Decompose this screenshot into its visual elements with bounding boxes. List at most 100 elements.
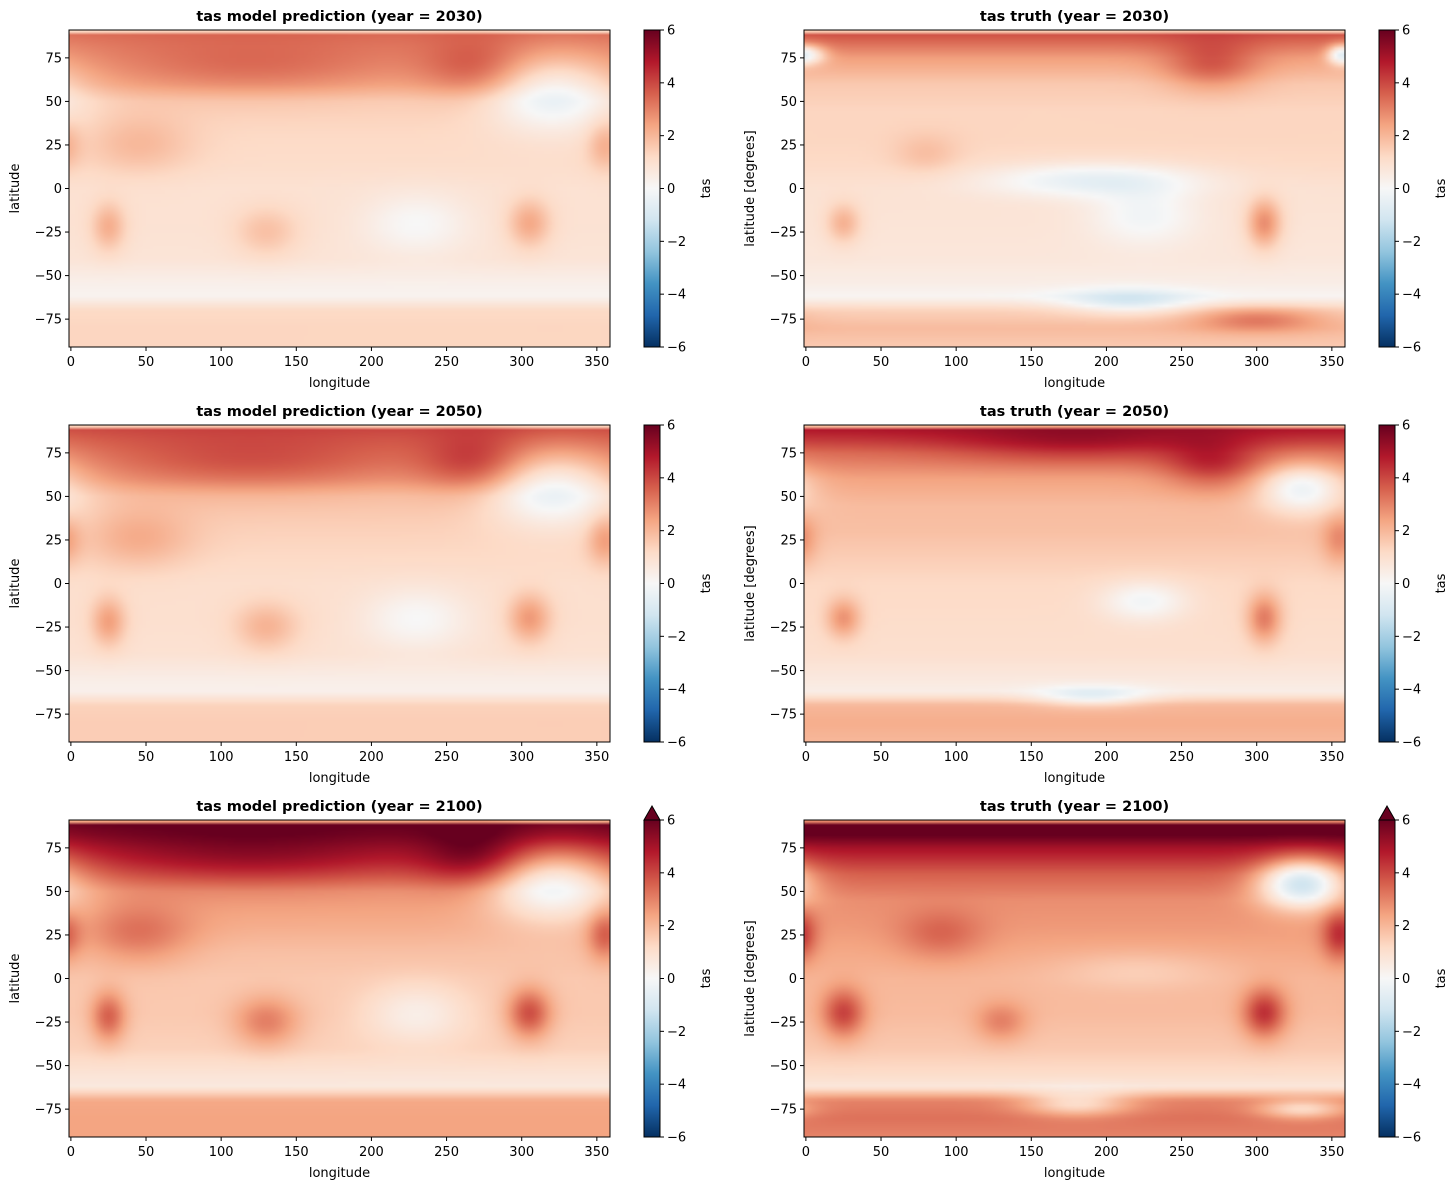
colorbar-tick-label: −4	[667, 683, 686, 698]
colorbar-label: tas	[1434, 178, 1449, 198]
heatmap-image	[804, 820, 1345, 1137]
panel-3: tas model prediction (year = 2050) 0 50 100…	[8, 404, 714, 786]
y-tick-label: 0	[789, 972, 797, 987]
y-tick-label: −75	[35, 313, 62, 328]
x-tick-label: 150	[1019, 355, 1044, 370]
x-tick-label: 250	[434, 1145, 459, 1160]
colorbar-tick-label: 0	[667, 577, 675, 592]
x-tick-label: 0	[67, 1145, 75, 1160]
colorbar-tick-label: 4	[667, 76, 675, 91]
x-tick-label: 200	[1094, 355, 1119, 370]
y-tick-label: 25	[780, 928, 797, 943]
x-axis-label: longitude	[1044, 376, 1105, 391]
colorbar-tick-label: 4	[667, 471, 675, 486]
colorbar-tick-label: 6	[1402, 814, 1410, 829]
colorbar-tick-label: −4	[1402, 288, 1421, 303]
x-tick-label: 300	[509, 750, 534, 765]
colorbar-extend-arrow	[643, 804, 661, 821]
x-tick-label: 100	[209, 750, 234, 765]
y-tick-label: −50	[770, 269, 797, 284]
colorbar-tick-label: −2	[667, 630, 686, 645]
y-tick-label: −50	[35, 664, 62, 679]
x-tick-label: 250	[1169, 1145, 1194, 1160]
y-tick-label: 50	[780, 95, 797, 110]
x-tick-label: 0	[802, 1145, 810, 1160]
x-tick-label: 250	[1169, 355, 1194, 370]
y-tick-label: 50	[780, 490, 797, 505]
colorbar-tick-label: −6	[1402, 341, 1421, 356]
y-tick-label: 75	[45, 841, 62, 856]
x-tick-label: 200	[359, 1145, 384, 1160]
x-tick-label: 200	[1094, 1145, 1119, 1160]
colorbar-label: tas	[1434, 968, 1449, 988]
x-tick-label: 200	[359, 750, 384, 765]
y-axis-label: latitude	[8, 164, 23, 214]
x-tick-label: 250	[434, 355, 459, 370]
x-tick-label: 50	[873, 1145, 890, 1160]
y-tick-label: 0	[789, 577, 797, 592]
colorbar	[644, 30, 660, 347]
colorbar-tick-label: 2	[667, 524, 675, 539]
colorbar-label: tas	[699, 178, 714, 198]
y-tick-label: −25	[35, 1016, 62, 1031]
x-tick-label: 200	[359, 355, 384, 370]
y-tick-label: 75	[780, 841, 797, 856]
y-tick-label: −75	[35, 708, 62, 723]
x-tick-label: 0	[67, 750, 75, 765]
y-axis-label: latitude	[8, 559, 23, 609]
y-tick-label: 50	[780, 885, 797, 900]
y-axis-label: latitude [degrees]	[743, 130, 758, 246]
x-tick-label: 350	[1319, 750, 1344, 765]
colorbar-extend-arrow	[1378, 804, 1396, 821]
x-tick-label: 150	[1019, 1145, 1044, 1160]
y-tick-label: 0	[54, 577, 62, 592]
colorbar-label: tas	[1434, 573, 1449, 593]
y-tick-label: 75	[780, 51, 797, 66]
y-tick-label: 25	[780, 533, 797, 548]
y-tick-label: 25	[780, 138, 797, 153]
y-tick-label: 25	[45, 138, 62, 153]
y-tick-label: 0	[54, 182, 62, 197]
x-tick-label: 250	[1169, 750, 1194, 765]
chart-title: tas model prediction (year = 2050)	[196, 404, 482, 420]
x-tick-label: 0	[802, 355, 810, 370]
colorbar-tick-label: 0	[1402, 182, 1410, 197]
colorbar-tick-label: 6	[667, 814, 675, 829]
y-tick-label: −25	[35, 226, 62, 241]
colorbar-tick-label: 6	[667, 24, 675, 39]
x-tick-label: 100	[209, 1145, 234, 1160]
x-tick-label: 0	[67, 355, 75, 370]
y-tick-label: −75	[35, 1103, 62, 1118]
colorbar-tick-label: −4	[1402, 683, 1421, 698]
colorbar-tick-label: 6	[667, 419, 675, 434]
x-tick-label: 300	[509, 355, 534, 370]
colorbar-tick-label: −4	[1402, 1078, 1421, 1093]
y-tick-label: −50	[770, 1059, 797, 1074]
y-tick-label: 0	[54, 972, 62, 987]
y-tick-label: −25	[35, 621, 62, 636]
colorbar-label: tas	[699, 573, 714, 593]
x-tick-label: 350	[584, 750, 609, 765]
y-tick-label: −50	[35, 1059, 62, 1074]
colorbar-tick-label: −6	[667, 1131, 686, 1146]
y-tick-label: −25	[770, 621, 797, 636]
colorbar	[644, 425, 660, 742]
panel-5: tas model prediction (year = 2100) 0 50 100…	[8, 799, 714, 1181]
x-tick-label: 350	[584, 355, 609, 370]
x-tick-label: 300	[1244, 750, 1269, 765]
y-tick-label: −75	[770, 708, 797, 723]
x-tick-label: 300	[509, 1145, 534, 1160]
colorbar-tick-label: −2	[667, 1025, 686, 1040]
y-tick-label: 0	[789, 182, 797, 197]
colorbar-tick-label: −4	[667, 1078, 686, 1093]
y-tick-label: −75	[770, 313, 797, 328]
heatmap-image	[804, 425, 1345, 742]
x-tick-label: 100	[944, 1145, 969, 1160]
heatmap-image	[804, 30, 1345, 347]
colorbar-tick-label: −2	[1402, 1025, 1421, 1040]
heatmap-image	[69, 30, 610, 347]
colorbar-tick-label: 0	[1402, 972, 1410, 987]
x-axis-label: longitude	[309, 376, 370, 391]
colorbar-tick-label: 0	[667, 182, 675, 197]
x-tick-label: 300	[1244, 355, 1269, 370]
